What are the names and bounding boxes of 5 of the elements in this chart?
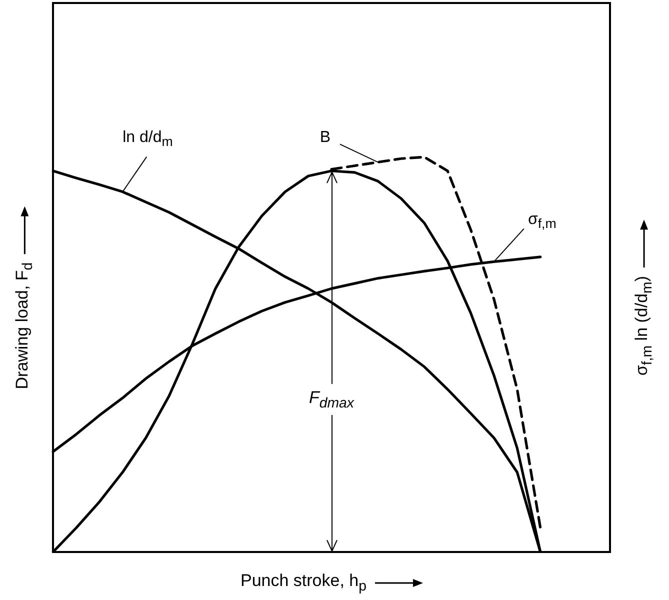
series-label: B [320,129,331,146]
series-label: σ$_{f,m}$ [528,210,556,231]
annotation: F$_{dmax}$ [309,388,354,411]
text: ln d/d$_{m}$ [122,128,173,149]
x-axis-title: Punch stroke, h$_{p}$ [240,571,366,594]
